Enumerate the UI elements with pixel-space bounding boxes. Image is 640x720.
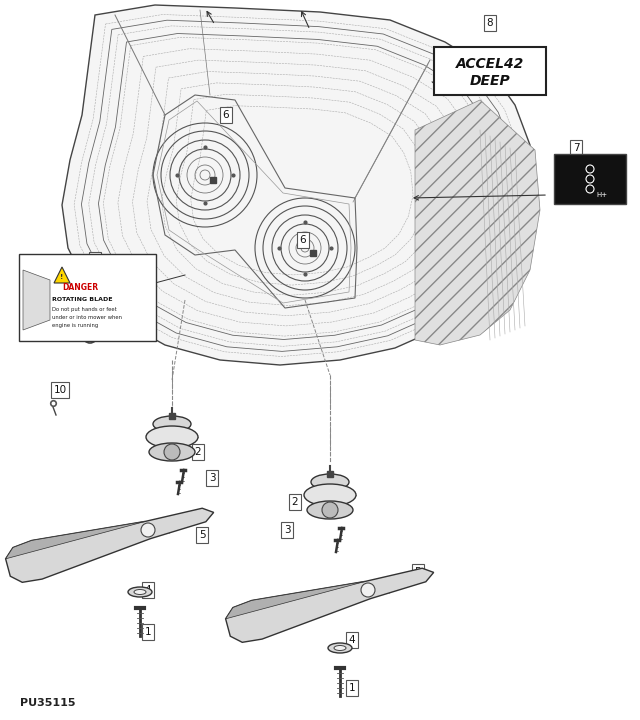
- Text: 2: 2: [195, 447, 202, 457]
- Text: ROTATING BLADE: ROTATING BLADE: [52, 297, 113, 302]
- Ellipse shape: [307, 501, 353, 519]
- Text: 8: 8: [486, 18, 493, 28]
- Text: 9: 9: [92, 255, 99, 265]
- Text: 7: 7: [573, 143, 579, 153]
- Circle shape: [164, 444, 180, 460]
- Text: 11: 11: [111, 327, 125, 337]
- Text: ACCEL42: ACCEL42: [456, 57, 524, 71]
- Text: under or into mower when: under or into mower when: [52, 315, 122, 320]
- FancyBboxPatch shape: [434, 47, 546, 95]
- Text: DEEP: DEEP: [470, 74, 510, 88]
- Text: !: !: [60, 274, 63, 280]
- Text: Do not put hands or feet: Do not put hands or feet: [52, 307, 116, 312]
- Polygon shape: [226, 568, 434, 642]
- Text: PU35115: PU35115: [20, 698, 76, 708]
- Text: DANGER: DANGER: [62, 282, 98, 292]
- Polygon shape: [415, 100, 540, 345]
- Ellipse shape: [334, 646, 346, 650]
- Ellipse shape: [149, 443, 195, 461]
- Polygon shape: [6, 508, 214, 582]
- Circle shape: [322, 502, 338, 518]
- Circle shape: [141, 523, 155, 537]
- Ellipse shape: [128, 587, 152, 597]
- Text: 2: 2: [292, 497, 298, 507]
- Ellipse shape: [328, 643, 352, 653]
- Polygon shape: [62, 5, 535, 365]
- Ellipse shape: [304, 484, 356, 506]
- Text: 6: 6: [300, 235, 307, 245]
- Ellipse shape: [311, 474, 349, 490]
- FancyBboxPatch shape: [554, 154, 626, 204]
- Ellipse shape: [153, 416, 191, 432]
- Text: H+: H+: [596, 192, 607, 198]
- Polygon shape: [6, 521, 146, 559]
- Polygon shape: [23, 270, 50, 330]
- Polygon shape: [226, 581, 365, 618]
- Text: engine is running: engine is running: [52, 323, 99, 328]
- Circle shape: [361, 583, 375, 597]
- Text: 5: 5: [415, 567, 421, 577]
- Text: 3: 3: [284, 525, 291, 535]
- Text: 4: 4: [145, 585, 151, 595]
- Ellipse shape: [134, 590, 146, 595]
- Ellipse shape: [146, 426, 198, 448]
- Text: 1: 1: [349, 683, 355, 693]
- Text: 6: 6: [223, 110, 229, 120]
- Text: 1: 1: [145, 627, 151, 637]
- Text: 10: 10: [53, 385, 67, 395]
- FancyBboxPatch shape: [19, 254, 156, 341]
- Text: 5: 5: [198, 530, 205, 540]
- Polygon shape: [54, 267, 70, 283]
- Text: 3: 3: [209, 473, 215, 483]
- Text: 4: 4: [349, 635, 355, 645]
